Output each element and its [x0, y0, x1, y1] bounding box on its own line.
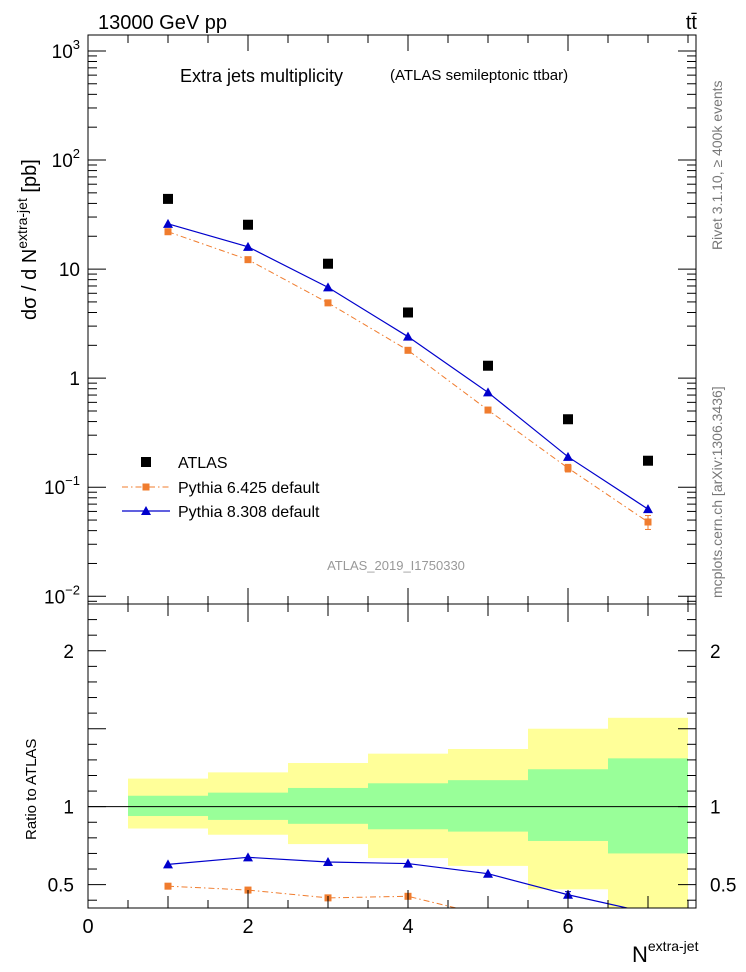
y-axis-label-main: dσ / d N — [19, 249, 41, 320]
x-axis-label: Nextra-jet — [632, 938, 699, 967]
ratio-plot: 2 2 1 1 0.5 0.5 0 2 4 6 Ratio to ATLAS Nextra-jet — [23, 603, 736, 967]
atlas-point — [483, 360, 493, 371]
rivet-label: Rivet 3.1.10, ≥ 400k events — [709, 80, 725, 250]
y-tick-label: 1 — [69, 369, 80, 390]
mcplots-label: mcplots.cern.ch [arXiv:1306.3436] — [709, 386, 725, 598]
x-tick-label: 4 — [402, 916, 413, 938]
uncertainty-band-inner — [448, 780, 528, 832]
atlas-point — [163, 193, 173, 204]
y-tick-base: 10 — [52, 42, 73, 63]
ratio-y-tick-label: 2 — [63, 642, 74, 663]
pythia8-point — [483, 387, 493, 397]
y-tick-label: 10−1 — [44, 473, 80, 499]
atlas-point — [643, 455, 653, 466]
atlas-point — [323, 258, 333, 269]
ratio-y-axis-label: Ratio to ATLAS — [23, 739, 40, 840]
pythia6-point — [484, 406, 492, 414]
ratio-pythia8-point — [163, 859, 173, 869]
legend: ATLAS Pythia 6.425 default Pythia 8.308 de… — [122, 455, 320, 521]
pythia6-point — [244, 256, 252, 264]
y-tick-label: 10−2 — [44, 582, 80, 608]
y-axis-label-sup: extra-jet — [14, 198, 30, 249]
pythia6-point — [564, 464, 572, 472]
y-axis-label: dσ / d Nextra-jet [pb] — [14, 159, 41, 320]
ratio-pythia8-point — [647, 907, 649, 908]
ratio-pythia8-point — [483, 868, 493, 878]
y-tick-label: 103 — [52, 37, 80, 63]
ratio-pythia8-point — [323, 857, 333, 867]
pythia8-point — [323, 282, 333, 292]
main-plot-data — [163, 193, 653, 530]
pythia6-point — [164, 228, 172, 236]
ratio-pythia6-point — [485, 912, 492, 919]
energy-label: 13000 GeV pp — [98, 12, 227, 34]
y-tick-exponent: 3 — [73, 37, 80, 52]
chart-subtitle: (ATLAS semileptonic ttbar) — [390, 67, 568, 84]
pythia6-line — [167, 231, 649, 523]
atlas-point — [243, 219, 253, 230]
x-tick-label: 2 — [242, 916, 253, 938]
pythia6-point — [324, 299, 332, 307]
legend-label: ATLAS — [178, 455, 228, 472]
x-axis-label-sup: extra-jet — [648, 938, 699, 954]
atlas-point — [403, 307, 413, 318]
y-tick-exponent: −2 — [65, 582, 80, 597]
y-tick-exponent: −1 — [65, 473, 80, 488]
y-tick-base: 10 — [44, 478, 65, 499]
legend-label: Pythia 6.425 default — [178, 480, 320, 497]
pythia8-line — [167, 223, 649, 510]
y-axis-label-unit: [pb] — [19, 159, 41, 198]
ratio-y-tick-label-right: 0.5 — [710, 876, 736, 897]
atlas-point — [563, 414, 573, 425]
pythia6-point — [644, 518, 652, 526]
pythia8-point — [403, 331, 413, 341]
x-axis-label-main: N — [632, 942, 648, 967]
x-tick-label: 6 — [562, 916, 573, 938]
legend-pythia6-marker — [142, 483, 150, 491]
x-tick-label: 0 — [82, 916, 93, 938]
process-label: tt̄ — [686, 12, 698, 34]
ratio-plot-data — [88, 717, 696, 932]
ratio-pythia6-point — [645, 925, 652, 932]
ratio-y-tick-label-right: 1 — [710, 798, 721, 819]
pythia8-point — [643, 504, 653, 514]
y-tick-base: 10 — [52, 151, 73, 172]
uncertainty-band-inner — [528, 769, 608, 841]
ratio-y-tick-label-right: 2 — [710, 642, 721, 663]
analysis-watermark: ATLAS_2019_I1750330 — [327, 558, 465, 573]
y-tick-label: 10 — [59, 260, 80, 281]
legend-atlas-marker — [141, 457, 151, 467]
ratio-y-tick-label: 0.5 — [48, 876, 74, 897]
pythia8-point — [163, 218, 173, 228]
pythia8-point — [243, 241, 253, 251]
y-tick-base: 10 — [44, 587, 65, 608]
y-tick-label: 102 — [52, 146, 80, 172]
ratio-pythia6-point — [164, 882, 172, 890]
ratio-plot-axes: 2 2 1 1 0.5 0.5 0 2 4 6 — [48, 604, 736, 938]
pythia6-point — [404, 346, 412, 354]
legend-label: Pythia 8.308 default — [178, 504, 320, 521]
pythia8-point — [563, 451, 573, 461]
ratio-plot-frame — [87, 603, 697, 909]
uncertainty-band-inner — [608, 758, 688, 854]
y-tick-exponent: 2 — [73, 146, 80, 161]
uncertainty-band-inner — [288, 787, 368, 824]
ratio-pythia8-point — [403, 858, 413, 868]
ratio-y-tick-label: 1 — [63, 798, 74, 819]
ratio-pythia8-point — [243, 852, 253, 862]
legend-pythia8-marker — [141, 506, 151, 515]
uncertainty-band-inner — [128, 795, 208, 817]
chart-title: Extra jets multiplicity — [180, 66, 343, 86]
